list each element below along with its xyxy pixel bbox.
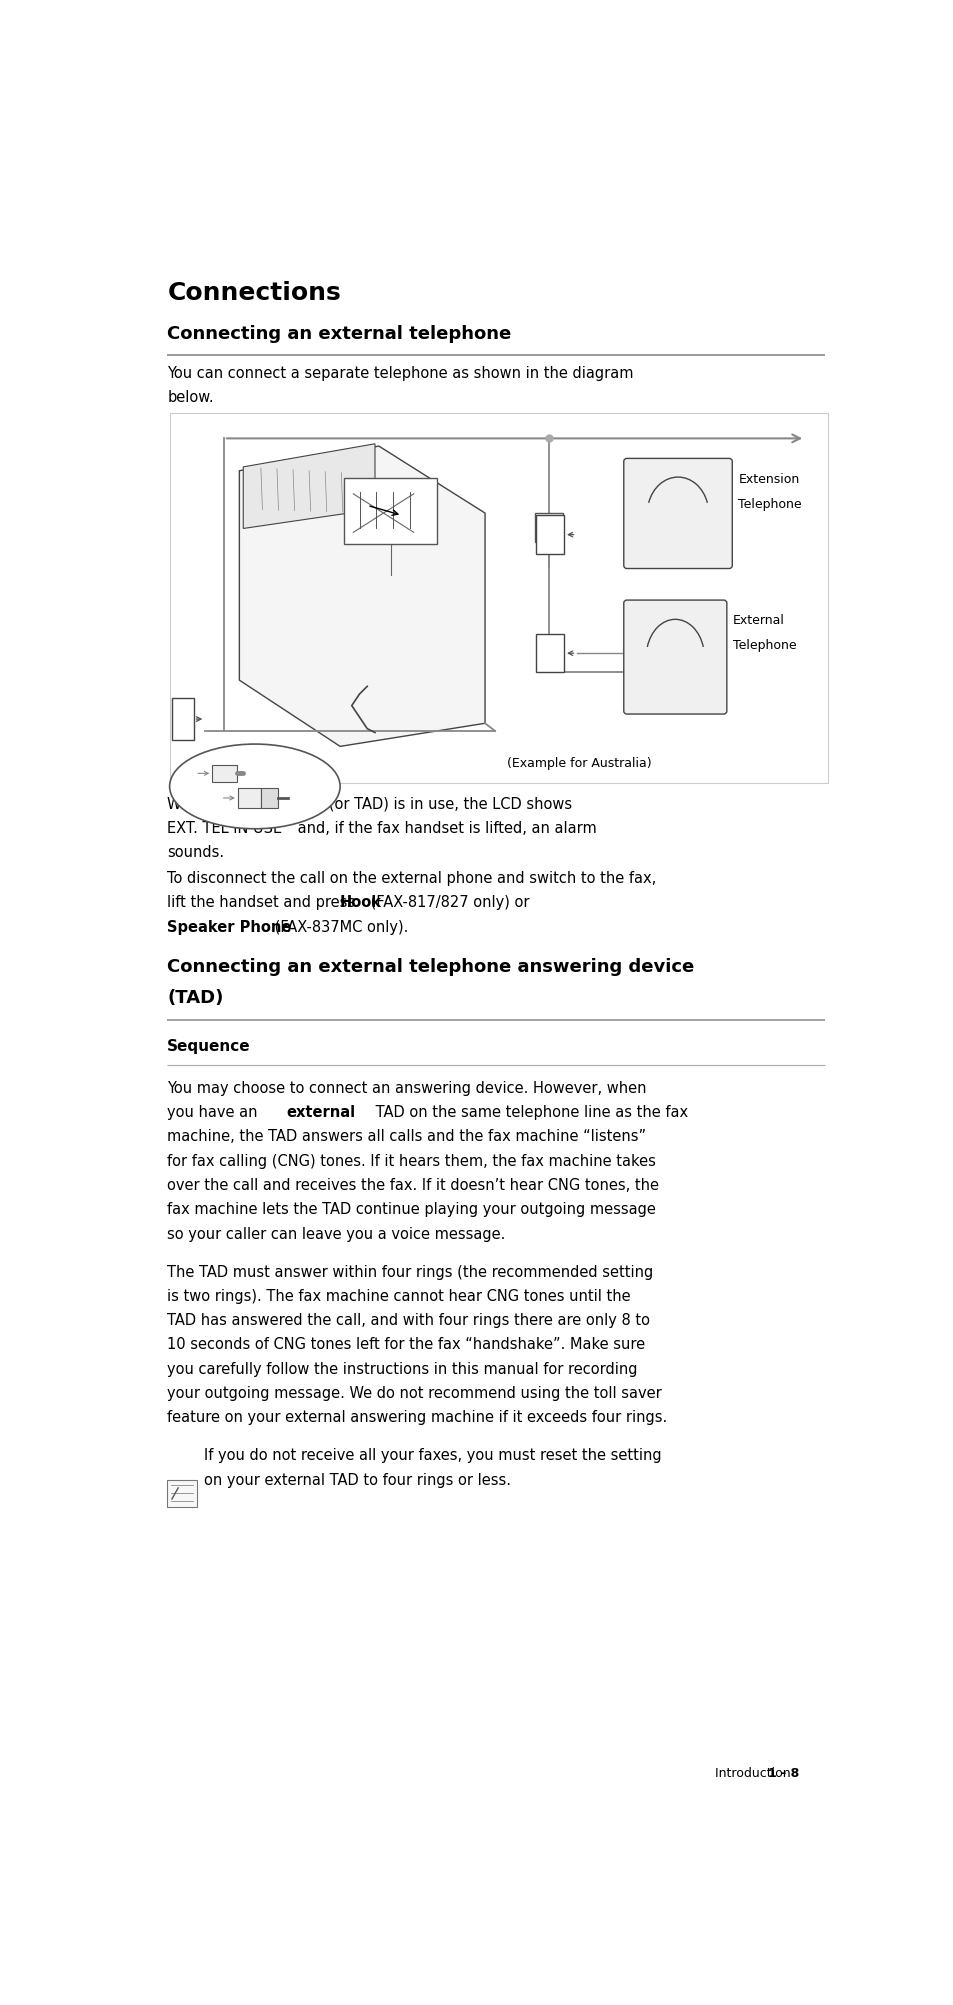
Ellipse shape <box>170 744 340 830</box>
Text: Connecting an external telephone answering device: Connecting an external telephone answeri… <box>167 956 694 974</box>
Bar <box>535 513 562 543</box>
Bar <box>212 766 236 782</box>
Bar <box>261 788 278 808</box>
Text: 1 - 8: 1 - 8 <box>768 1766 799 1778</box>
Text: Connecting an external telephone: Connecting an external telephone <box>167 325 511 343</box>
Text: Sequence: Sequence <box>167 1039 251 1053</box>
Polygon shape <box>243 445 375 529</box>
Text: Introduction: Introduction <box>715 1766 798 1778</box>
Text: The TAD must answer within four rings (the recommended setting: The TAD must answer within four rings (t… <box>167 1263 653 1279</box>
Bar <box>344 479 436 545</box>
Bar <box>536 515 563 555</box>
Text: your outgoing message. We do not recommend using the toll saver: your outgoing message. We do not recomme… <box>167 1385 661 1399</box>
Text: (Example for Australia): (Example for Australia) <box>506 756 651 770</box>
Text: Extension: Extension <box>738 473 799 485</box>
Polygon shape <box>239 447 484 748</box>
Text: Speaker Phone: Speaker Phone <box>167 918 292 934</box>
Text: To disconnect the call on the external phone and switch to the fax,: To disconnect the call on the external p… <box>167 870 656 886</box>
Text: You can connect a separate telephone as shown in the diagram: You can connect a separate telephone as … <box>167 367 633 381</box>
Bar <box>167 1480 196 1508</box>
Text: is two rings). The fax machine cannot hear CNG tones until the: is two rings). The fax machine cannot he… <box>167 1289 630 1303</box>
Text: fax machine lets the TAD continue playing your outgoing message: fax machine lets the TAD continue playin… <box>167 1201 656 1217</box>
Bar <box>237 788 261 808</box>
Text: so your caller can leave you a voice message.: so your caller can leave you a voice mes… <box>167 1225 505 1241</box>
FancyBboxPatch shape <box>623 602 726 714</box>
Text: machine, the TAD answers all calls and the fax machine “listens”: machine, the TAD answers all calls and t… <box>167 1129 646 1145</box>
Text: on your external TAD to four rings or less.: on your external TAD to four rings or le… <box>204 1472 511 1488</box>
Text: external: external <box>286 1105 355 1119</box>
Text: External: External <box>732 614 784 628</box>
Text: Telephone: Telephone <box>732 638 796 652</box>
Text: Whenever this phone (or TAD) is in use, the LCD shows: Whenever this phone (or TAD) is in use, … <box>167 796 572 812</box>
Text: 10 seconds of CNG tones left for the fax “handshake”. Make sure: 10 seconds of CNG tones left for the fax… <box>167 1337 645 1351</box>
Text: (TAD): (TAD) <box>167 988 223 1007</box>
Text: below.: below. <box>167 391 213 405</box>
Text: feature on your external answering machine if it exceeds four rings.: feature on your external answering machi… <box>167 1410 667 1424</box>
Text: (FAX-837MC only).: (FAX-837MC only). <box>270 918 408 934</box>
Text: lift the handset and press: lift the handset and press <box>167 894 359 910</box>
Text: over the call and receives the fax. If it doesn’t hear CNG tones, the: over the call and receives the fax. If i… <box>167 1177 659 1193</box>
Text: If you do not receive all your faxes, you must reset the setting: If you do not receive all your faxes, yo… <box>204 1448 661 1462</box>
Text: you carefully follow the instructions in this manual for recording: you carefully follow the instructions in… <box>167 1361 638 1375</box>
Text: EXT. TEL IN USE: EXT. TEL IN USE <box>167 820 282 836</box>
Text: TAD has answered the call, and with four rings there are only 8 to: TAD has answered the call, and with four… <box>167 1313 650 1327</box>
Text: Hook: Hook <box>339 894 381 910</box>
Bar <box>172 698 193 742</box>
Bar <box>170 413 827 784</box>
Text: Connections: Connections <box>167 281 340 305</box>
Text: you have an: you have an <box>167 1105 262 1119</box>
Text: for fax calling (CNG) tones. If it hears them, the fax machine takes: for fax calling (CNG) tones. If it hears… <box>167 1153 656 1169</box>
FancyBboxPatch shape <box>623 459 732 569</box>
Text: Telephone: Telephone <box>738 497 801 511</box>
Text: sounds.: sounds. <box>167 844 224 860</box>
Text: You may choose to connect an answering device. However, when: You may choose to connect an answering d… <box>167 1081 646 1095</box>
Text: TAD on the same telephone line as the fax: TAD on the same telephone line as the fa… <box>370 1105 687 1119</box>
Text: and, if the fax handset is lifted, an alarm: and, if the fax handset is lifted, an al… <box>293 820 596 836</box>
Text: (FAX-817/827 only) or: (FAX-817/827 only) or <box>366 894 530 910</box>
Bar <box>536 636 563 674</box>
